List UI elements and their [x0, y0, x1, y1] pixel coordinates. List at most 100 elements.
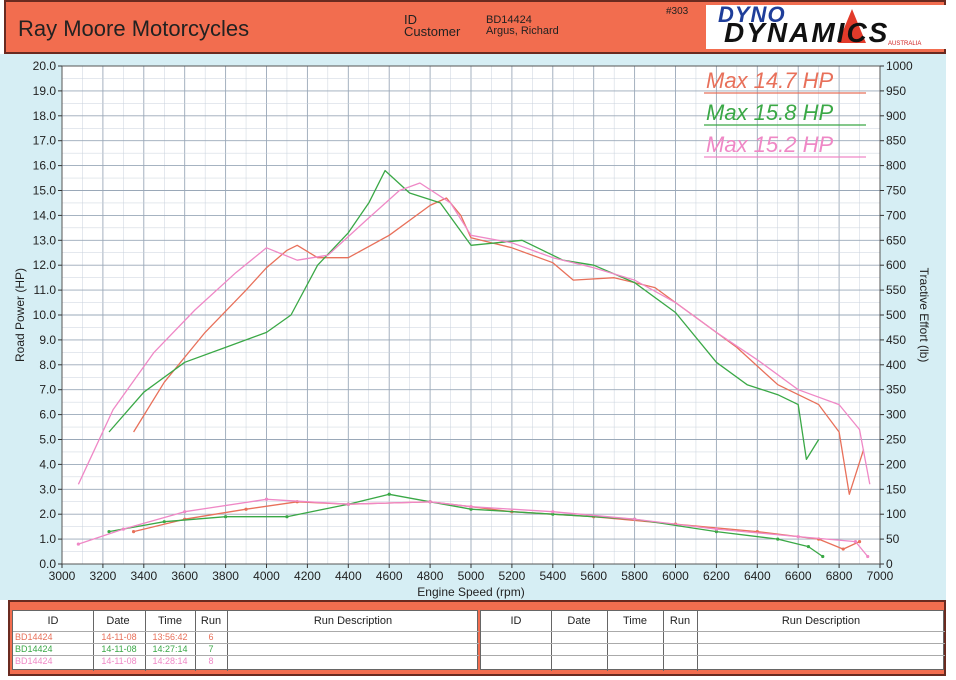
- y-tick-label: 16.0: [33, 159, 57, 173]
- col-run-description: Run Description: [313, 615, 393, 627]
- company-name: Ray Moore Motorcycles: [18, 16, 250, 41]
- x-tick-label: 5200: [499, 569, 526, 583]
- y2-tick-label: 450: [886, 333, 906, 347]
- max-annotation-2: Max 15.8 HP: [706, 100, 833, 125]
- y2-tick-label: 50: [886, 532, 900, 546]
- x-tick-label: 4000: [253, 569, 280, 583]
- customer-label: Customer: [404, 24, 461, 39]
- run-table: ID Date Time Run Run Description BD14424…: [8, 600, 946, 676]
- id-label: ID: [404, 12, 417, 27]
- y-tick-label: 10.0: [33, 308, 57, 322]
- customer-value: Argus, Richard: [486, 25, 559, 37]
- y-tick-label: 7.0: [39, 383, 56, 397]
- col-date-right: Date: [567, 615, 591, 627]
- effort-line-run-7: [108, 493, 824, 558]
- y-tick-label: 11.0: [34, 283, 57, 297]
- y-tick-label: 17.0: [33, 134, 57, 148]
- y2-tick-label: 500: [886, 308, 906, 322]
- logo-small-text: AUSTRALIA: [888, 41, 922, 47]
- x-tick-label: 6200: [703, 569, 730, 583]
- effort-point-run-7: [387, 492, 391, 496]
- effort-point-run-8: [469, 505, 473, 509]
- effort-point-run-8: [76, 542, 80, 546]
- row-time: 13:56:42: [152, 632, 188, 642]
- effort-point-run-7: [224, 515, 228, 519]
- power-line-run-8: [77, 182, 871, 485]
- effort-point-run-8: [264, 497, 269, 501]
- y2-tick-label: 700: [886, 208, 906, 222]
- row-time: 14:27:14: [152, 644, 188, 654]
- y2-tick-label: 200: [886, 457, 906, 471]
- x-tick-label: 4600: [376, 569, 403, 583]
- max-annotation-3: Max 15.2 HP: [706, 132, 833, 157]
- effort-point-run-7: [469, 507, 473, 511]
- col-time: Time: [157, 615, 183, 627]
- x-tick-label: 5800: [621, 569, 648, 583]
- x-tick-label: 6400: [744, 569, 771, 583]
- y-tick-label: 19.0: [33, 84, 57, 98]
- y-tick-label: 18.0: [33, 109, 57, 123]
- effort-point-run-7: [285, 515, 289, 519]
- effort-point-run-7: [776, 537, 780, 541]
- x-tick-label: 4800: [417, 569, 444, 583]
- effort-point-run-6: [244, 507, 248, 511]
- row-run: 8: [208, 656, 214, 666]
- row-run: 7: [208, 644, 214, 654]
- y2-tick-label: 950: [886, 84, 906, 98]
- y2-tick-label: 350: [886, 383, 906, 397]
- y2-tick-label: 750: [886, 184, 906, 198]
- x-tick-label: 5600: [580, 569, 607, 583]
- y2-tick-label: 850: [886, 134, 906, 148]
- y-tick-label: 15.0: [33, 184, 57, 198]
- effort-point-run-6: [841, 547, 845, 551]
- effort-point-run-7: [714, 530, 719, 534]
- y-tick-label: 4.0: [39, 457, 56, 471]
- x-tick-label: 5400: [539, 569, 566, 583]
- effort-point-run-7: [551, 512, 555, 516]
- sheet-number: #303: [666, 6, 689, 17]
- y2-tick-label: 600: [886, 258, 906, 272]
- y-axis-label: Road Power (HP): [13, 268, 27, 362]
- y-tick-label: 5.0: [39, 433, 56, 447]
- max-annotation-1: Max 14.7 HP: [706, 68, 833, 93]
- y2-tick-label: 550: [886, 283, 906, 297]
- effort-point-run-7: [821, 554, 825, 559]
- y-tick-label: 8.0: [39, 358, 56, 372]
- y-tick-label: 13.0: [33, 233, 57, 247]
- effort-point-run-7: [162, 520, 166, 524]
- run-table-right: ID Date Time Run Run Description: [480, 610, 945, 671]
- col-id: ID: [47, 615, 59, 627]
- x-tick-label: 3800: [212, 569, 239, 583]
- x-tick-label: 4400: [335, 569, 362, 583]
- col-run-description-right: Run Description: [781, 615, 861, 627]
- effort-point-run-8: [121, 527, 125, 531]
- x-tick-label: 5000: [458, 569, 485, 583]
- x-tick-label: 6600: [785, 569, 812, 583]
- report-header: Ray Moore Motorcycles ID Customer BD1442…: [4, 0, 946, 54]
- id-value: BD14424: [486, 14, 532, 26]
- x-tick-label: 6800: [826, 569, 853, 583]
- row-id: BD14424: [15, 656, 53, 666]
- effort-point-run-6: [131, 530, 136, 534]
- y2-tick-label: 1000: [886, 59, 913, 73]
- x-tick-label: 3200: [90, 569, 117, 583]
- y-tick-label: 20.0: [33, 59, 57, 73]
- y-tick-label: 2.0: [39, 507, 56, 521]
- dyno-dynamics-logo: DYNO DYNAMICS AUSTRALIA: [706, 2, 946, 49]
- y-tick-label: 3.0: [39, 482, 56, 496]
- x-tick-label: 3000: [49, 569, 76, 583]
- row-id: BD14424: [15, 644, 53, 654]
- col-run-right: Run: [669, 615, 691, 627]
- logo-top-text: DYNO: [718, 2, 786, 27]
- run-table-left: ID Date Time Run Run Description BD14424…: [12, 610, 479, 671]
- effort-point-run-8: [633, 517, 637, 521]
- row-date: 14-11-08: [101, 644, 137, 654]
- effort-point-run-8: [853, 539, 858, 544]
- y-tick-label: 9.0: [39, 333, 56, 347]
- row-date: 14-11-08: [101, 656, 137, 666]
- y-tick-label: 14.0: [33, 208, 57, 222]
- y-tick-label: 12.0: [33, 258, 57, 272]
- y2-tick-label: 300: [886, 408, 906, 422]
- col-id-right: ID: [510, 615, 522, 627]
- effort-point-run-8: [551, 510, 555, 514]
